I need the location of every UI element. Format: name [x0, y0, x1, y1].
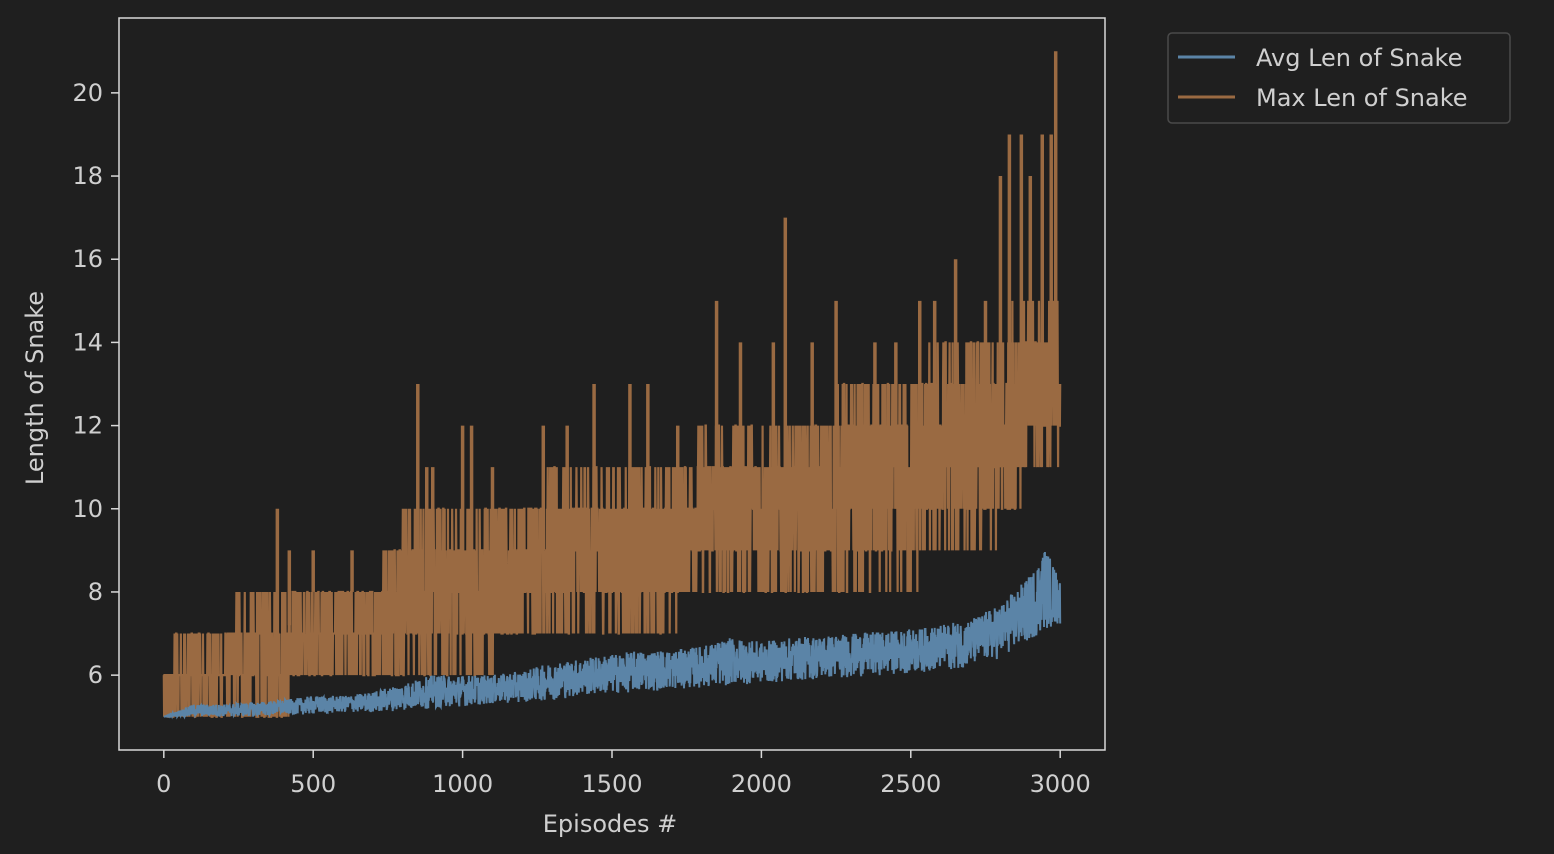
y-axis: 6 8 10 12 14 16 18 20 — [72, 79, 119, 689]
y-tick-label: 6 — [88, 661, 103, 689]
series-avg-len — [163, 552, 1062, 720]
y-tick-label: 14 — [72, 328, 103, 356]
x-tick-label: 2000 — [731, 770, 792, 798]
y-tick-label: 18 — [72, 162, 103, 190]
x-axis: 0 500 1000 1500 2000 2500 3000 — [156, 750, 1091, 798]
y-axis-label: Length of Snake — [21, 291, 49, 485]
x-tick-label: 0 — [156, 770, 171, 798]
y-tick-label: 20 — [72, 79, 103, 107]
y-tick-label: 16 — [72, 245, 103, 273]
legend-box — [1167, 32, 1511, 124]
plot-area — [162, 51, 1062, 720]
y-tick-label: 12 — [72, 412, 103, 440]
x-tick-label: 1500 — [581, 770, 642, 798]
x-tick-label: 3000 — [1030, 770, 1091, 798]
y-tick-label: 10 — [72, 495, 103, 523]
series-avg-line — [163, 552, 1062, 720]
x-tick-label: 2500 — [880, 770, 941, 798]
legend-label-avg: Avg Len of Snake — [1256, 44, 1462, 72]
x-tick-label: 1000 — [432, 770, 493, 798]
y-tick-label: 8 — [88, 578, 103, 606]
legend: Avg Len of Snake Max Len of Snake — [1167, 32, 1511, 124]
x-tick-label: 500 — [290, 770, 336, 798]
legend-label-max: Max Len of Snake — [1256, 84, 1468, 112]
series-max-line — [162, 300, 1062, 718]
x-axis-label: Episodes # — [543, 810, 678, 838]
series-max-len — [162, 51, 1062, 718]
